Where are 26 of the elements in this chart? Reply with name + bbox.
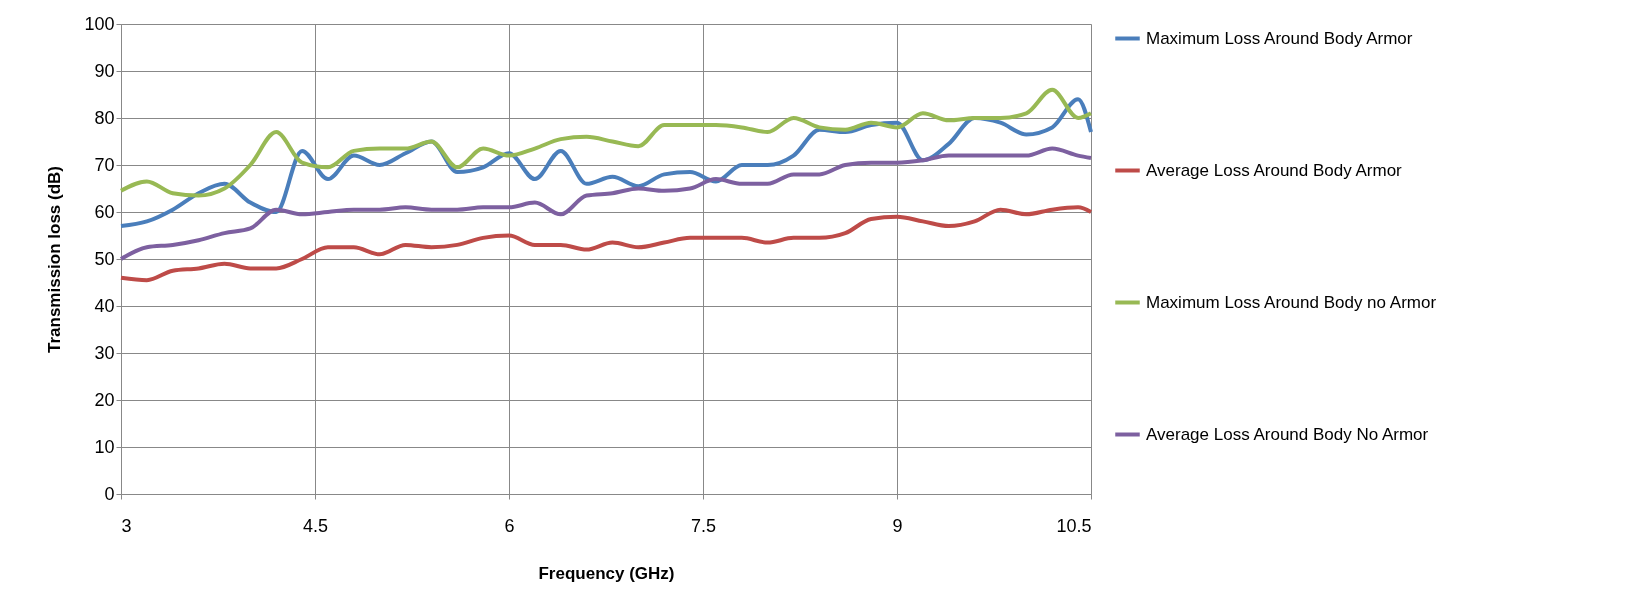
legend-label: Maximum Loss Around Body no Armor [1146, 292, 1437, 312]
line-series [119, 146, 1093, 261]
line-series [119, 87, 1093, 198]
x-tick-label: 7.5 [690, 515, 717, 536]
x-tick-label: 4.5 [302, 515, 329, 536]
y-tick-label: 80 [94, 107, 115, 128]
legend-label: Average Loss Around Body No Armor [1146, 424, 1429, 444]
x-tick-label: 10.5 [1056, 515, 1092, 536]
y-tick-label: 50 [94, 248, 115, 269]
legend-label: Maximum Loss Around Body Armor [1146, 28, 1413, 48]
y-tick-label: 90 [94, 60, 115, 81]
y-tick-label: 0 [104, 483, 115, 504]
x-axis-title: Frequency (GHz) [538, 563, 675, 583]
y-tick-label: 40 [94, 295, 115, 316]
line-series [119, 205, 1093, 283]
x-tick-label: 3 [121, 515, 132, 536]
y-axis-title: Transmission loss (dB) [45, 165, 65, 354]
y-tick-label: 60 [94, 201, 115, 222]
y-tick-label: 10 [94, 436, 115, 457]
legend-label: Average Loss Around Body Armor [1146, 160, 1403, 180]
y-tick-label: 30 [94, 342, 115, 363]
y-tick-label: 20 [94, 389, 115, 410]
y-tick-label: 100 [84, 13, 115, 34]
x-tick-label: 9 [892, 515, 903, 536]
y-tick-label: 70 [94, 154, 115, 175]
x-tick-label: 6 [504, 515, 515, 536]
